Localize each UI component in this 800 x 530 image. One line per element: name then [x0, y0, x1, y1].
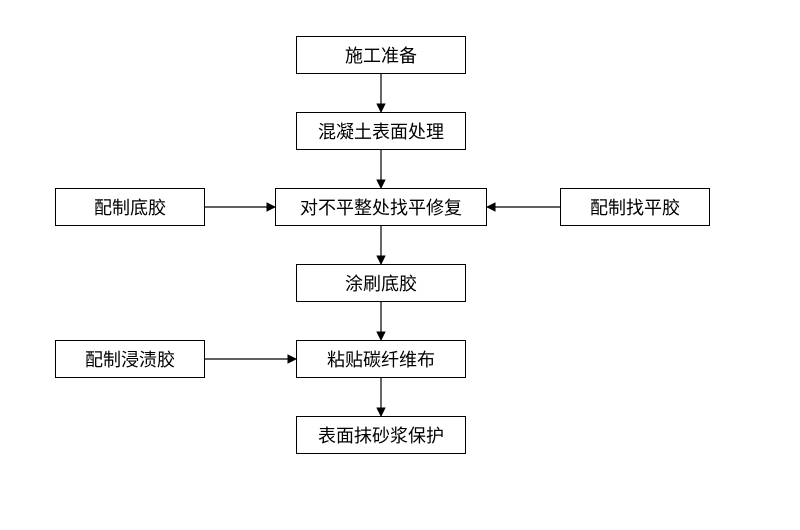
- node-label: 施工准备: [345, 42, 417, 68]
- flow-node-primer: 涂刷底胶: [296, 264, 466, 302]
- flowchart-canvas: 施工准备 混凝土表面处理 对不平整处找平修复 涂刷底胶 粘贴碳纤维布 表面抹砂浆…: [0, 0, 800, 530]
- flow-node-level-glue: 配制找平胶: [560, 188, 710, 226]
- node-label: 混凝土表面处理: [318, 118, 444, 144]
- flow-node-mortar: 表面抹砂浆保护: [296, 416, 466, 454]
- node-label: 表面抹砂浆保护: [318, 422, 444, 448]
- flow-node-base-glue: 配制底胶: [55, 188, 205, 226]
- node-label: 配制底胶: [94, 194, 166, 220]
- node-label: 配制找平胶: [590, 194, 680, 220]
- flow-node-carbon: 粘贴碳纤维布: [296, 340, 466, 378]
- flow-node-surface: 混凝土表面处理: [296, 112, 466, 150]
- flow-node-leveling: 对不平整处找平修复: [275, 188, 487, 226]
- node-label: 涂刷底胶: [345, 270, 417, 296]
- node-label: 配制浸渍胶: [85, 346, 175, 372]
- flow-node-impreg-glue: 配制浸渍胶: [55, 340, 205, 378]
- node-label: 粘贴碳纤维布: [327, 346, 435, 372]
- node-label: 对不平整处找平修复: [300, 194, 462, 220]
- flow-node-prep: 施工准备: [296, 36, 466, 74]
